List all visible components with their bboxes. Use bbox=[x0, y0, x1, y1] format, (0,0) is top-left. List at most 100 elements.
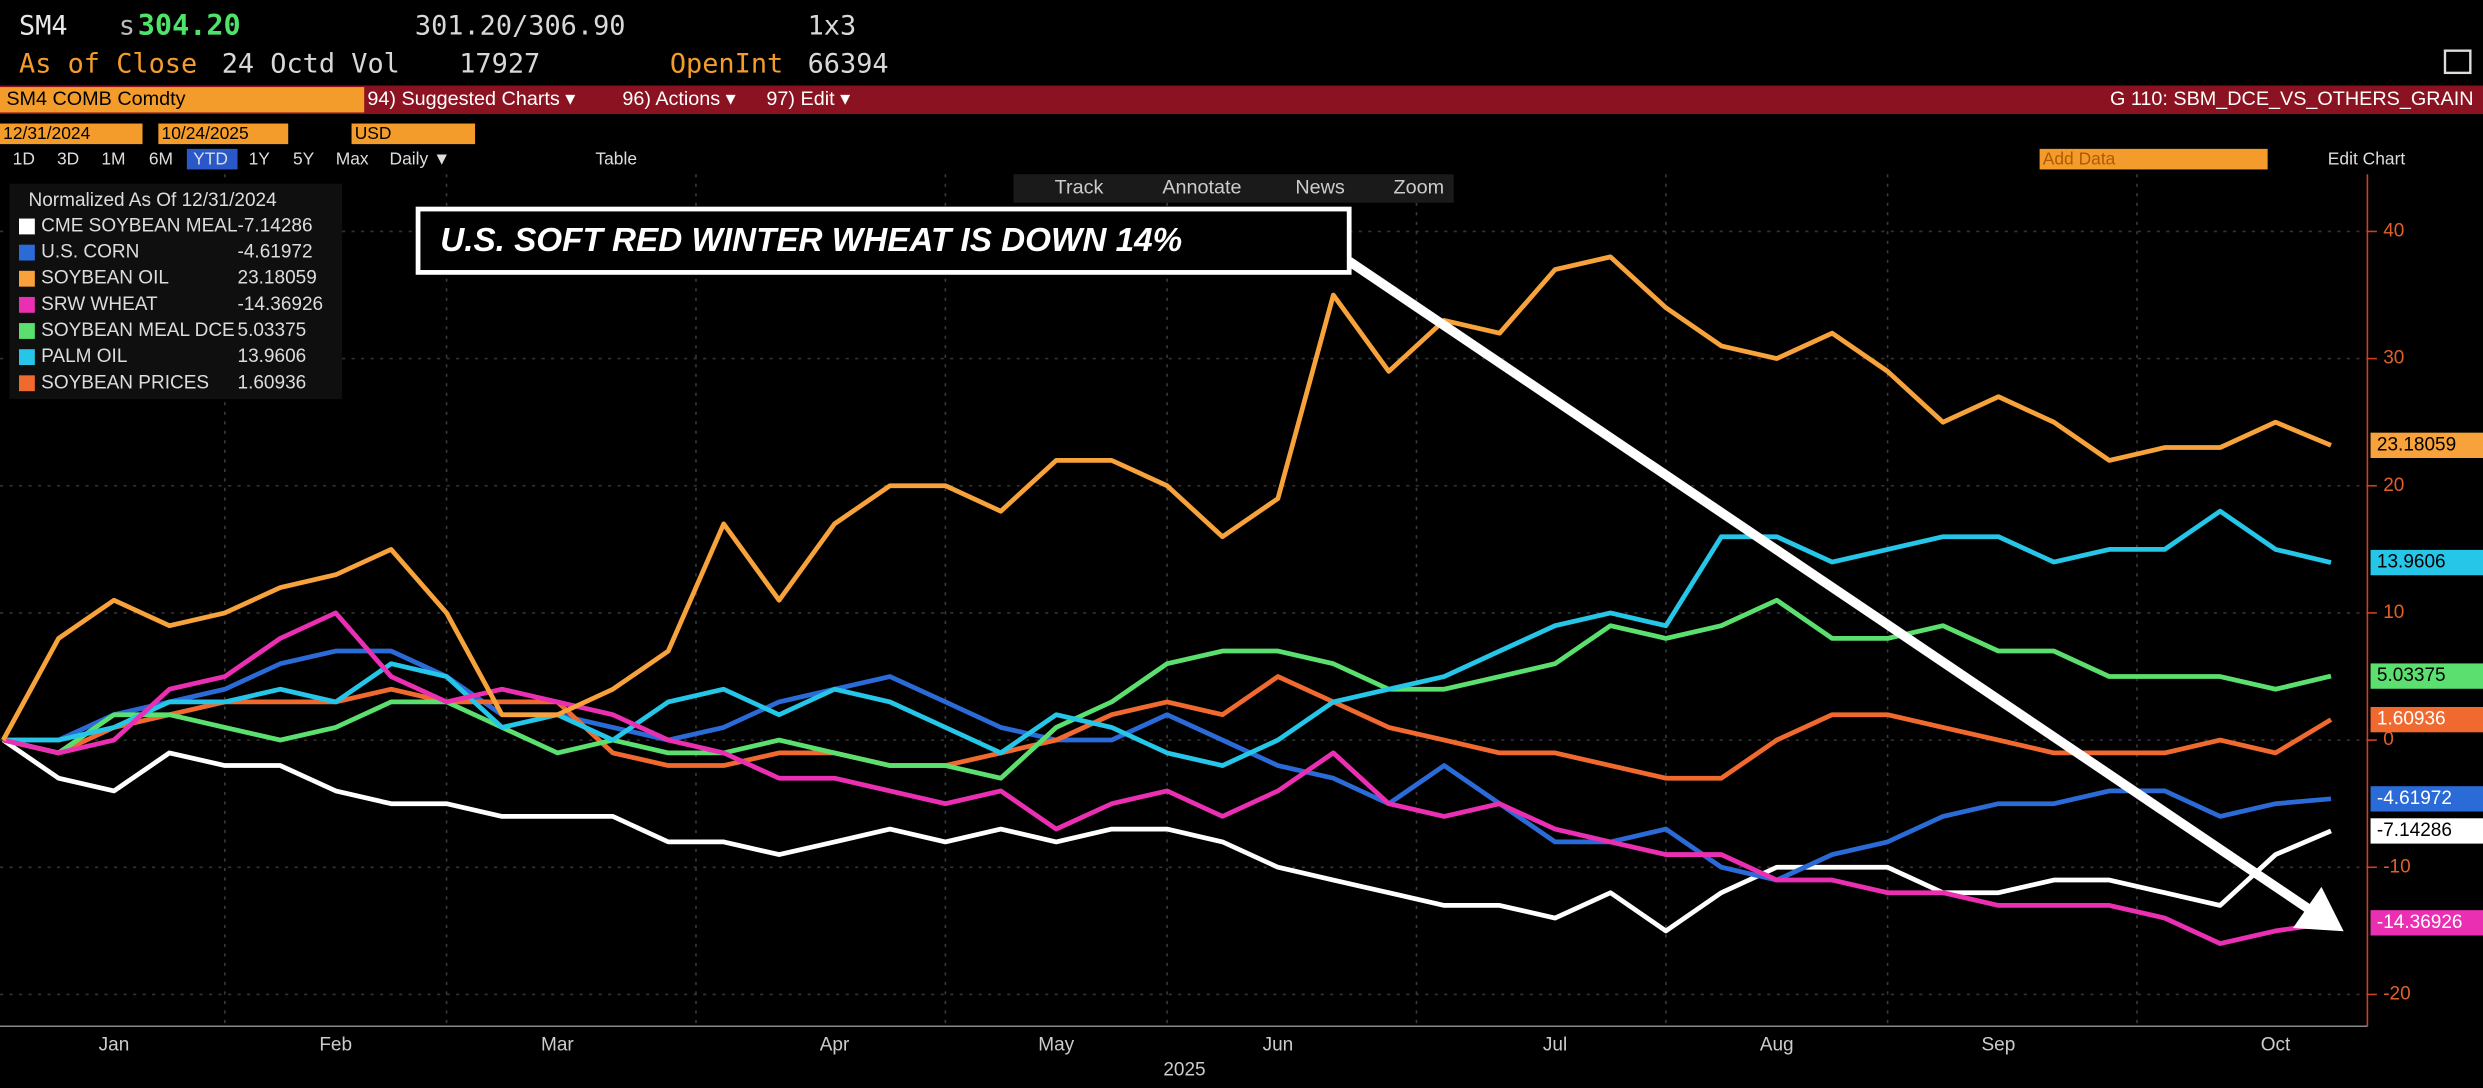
legend-name: SOYBEAN MEAL DCE bbox=[41, 320, 235, 341]
tool-button[interactable]: News bbox=[1295, 177, 1345, 199]
legend-name: SOYBEAN PRICES bbox=[41, 372, 209, 393]
end-date: 10/24/2025 bbox=[162, 123, 249, 143]
security: SM4 COMB Comdty bbox=[6, 88, 185, 110]
period-button[interactable]: 1D bbox=[13, 149, 35, 169]
volume: 17927 bbox=[459, 48, 540, 79]
edit-chart[interactable]: Edit Chart bbox=[2328, 149, 2406, 169]
legend-name: CME SOYBEAN MEAL bbox=[41, 215, 237, 236]
end-label: 1.60936 bbox=[2377, 709, 2446, 730]
security-box[interactable] bbox=[0, 87, 365, 113]
x-tick-label: Jan bbox=[99, 1034, 130, 1055]
tool-button[interactable]: Zoom bbox=[1394, 177, 1445, 199]
end-label-box bbox=[2370, 663, 2483, 689]
end-label: -7.14286 bbox=[2377, 820, 2452, 841]
series-line bbox=[3, 648, 2332, 883]
legend-title: Normalized As Of 12/31/2024 bbox=[29, 190, 278, 211]
currency-box[interactable] bbox=[351, 123, 476, 145]
legend-name: U.S. CORN bbox=[41, 242, 139, 263]
legend-value: 1.60936 bbox=[238, 372, 307, 393]
series-line bbox=[2, 674, 2333, 781]
menu-item[interactable]: 94) Suggested Charts ▾ bbox=[367, 88, 575, 110]
tool-button[interactable]: Track bbox=[1055, 177, 1104, 199]
end-label-box bbox=[2370, 432, 2483, 458]
series-line bbox=[2, 610, 2332, 946]
x-tick-label: Apr bbox=[820, 1034, 850, 1055]
add-data-box[interactable] bbox=[2039, 148, 2268, 170]
y-tick-label: 10 bbox=[2383, 602, 2404, 623]
legend-value: 13.9606 bbox=[238, 346, 307, 367]
x-tick-label: Jun bbox=[1263, 1034, 1294, 1055]
openint: 66394 bbox=[808, 48, 889, 79]
table-button[interactable]: Table bbox=[595, 149, 637, 169]
end-label: 13.9606 bbox=[2377, 552, 2446, 573]
start-date: 12/31/2024 bbox=[3, 123, 90, 143]
legend-swatch bbox=[19, 244, 35, 261]
y-tick-label: -20 bbox=[2383, 983, 2410, 1004]
date-vol: 24 Octd Vol bbox=[222, 48, 400, 79]
menu-bar bbox=[0, 85, 2483, 115]
legend-box bbox=[9, 183, 343, 400]
end-label: -4.61972 bbox=[2377, 788, 2452, 809]
menu-item[interactable]: 97) Edit ▾ bbox=[766, 88, 850, 110]
x-tick-label: Mar bbox=[541, 1034, 574, 1055]
tool-button[interactable]: Annotate bbox=[1162, 177, 1241, 199]
openint-label: OpenInt bbox=[670, 48, 783, 79]
period-button[interactable]: 6M bbox=[149, 149, 173, 169]
y-tick-label: 0 bbox=[2383, 729, 2394, 750]
period-button[interactable]: 1Y bbox=[249, 149, 271, 169]
chart-id: G 110: SBM_DCE_VS_OTHERS_GRAIN bbox=[2110, 88, 2473, 110]
legend-value: -4.61972 bbox=[238, 242, 313, 263]
end-label: -14.36926 bbox=[2377, 912, 2463, 933]
window-icon[interactable] bbox=[2443, 49, 2472, 75]
add-data: Add Data bbox=[2043, 149, 2116, 169]
legend-name: PALM OIL bbox=[41, 346, 127, 367]
price-range: 301.20/306.90 bbox=[415, 10, 626, 41]
y-tick-label: 30 bbox=[2383, 348, 2404, 369]
series-line bbox=[3, 508, 2332, 768]
currency: USD bbox=[355, 123, 392, 143]
x-tick-label: Sep bbox=[1982, 1034, 2016, 1055]
period-button[interactable]: Max bbox=[336, 149, 369, 169]
legend-swatch bbox=[19, 349, 35, 366]
legend-swatch bbox=[19, 218, 35, 235]
legend-value: 23.18059 bbox=[238, 268, 317, 289]
menu-item[interactable]: 96) Actions ▾ bbox=[622, 88, 735, 110]
legend-value: -7.14286 bbox=[238, 215, 313, 236]
legend-swatch bbox=[19, 375, 35, 392]
legend-swatch bbox=[19, 323, 35, 339]
period-button[interactable]: Daily ▼ bbox=[390, 149, 451, 169]
end-label-box bbox=[2370, 910, 2483, 936]
legend-value: 5.03375 bbox=[238, 320, 307, 341]
y-tick-label: -10 bbox=[2383, 856, 2410, 877]
y-tick-label: 20 bbox=[2383, 475, 2404, 496]
end-label-box bbox=[2370, 706, 2483, 733]
x-tick-label: Oct bbox=[2261, 1034, 2291, 1055]
annotation-arrowhead bbox=[2292, 886, 2344, 932]
end-label-box bbox=[2370, 786, 2483, 812]
period-selected bbox=[186, 148, 238, 170]
x-tick-label: Aug bbox=[1760, 1034, 1794, 1055]
end-label: 5.03375 bbox=[2377, 665, 2446, 686]
x-tick-label: Jul bbox=[1543, 1034, 1567, 1055]
y-tick-label: 40 bbox=[2383, 220, 2404, 241]
start-date-box[interactable] bbox=[0, 123, 143, 145]
period-button[interactable]: 3D bbox=[57, 149, 79, 169]
legend-value: -14.36926 bbox=[238, 294, 324, 315]
price: 304.20 bbox=[138, 9, 241, 42]
legend-swatch bbox=[19, 270, 35, 287]
price-prefix: s bbox=[119, 10, 135, 41]
legend-name: SOYBEAN OIL bbox=[41, 268, 169, 289]
end-label-box bbox=[2370, 818, 2483, 844]
end-label-box bbox=[2370, 549, 2483, 576]
series-line bbox=[1, 254, 2332, 742]
x-tick-label: Feb bbox=[319, 1034, 352, 1055]
legend-name: SRW WHEAT bbox=[41, 294, 158, 315]
ratio: 1x3 bbox=[808, 10, 857, 41]
end-date-box[interactable] bbox=[158, 123, 289, 145]
tool-bar bbox=[1013, 174, 1454, 203]
period-button[interactable]: YTD bbox=[193, 149, 228, 169]
period-button[interactable]: 1M bbox=[101, 149, 125, 169]
period-button[interactable]: 5Y bbox=[293, 149, 315, 169]
x-tick-label: May bbox=[1038, 1034, 1074, 1055]
